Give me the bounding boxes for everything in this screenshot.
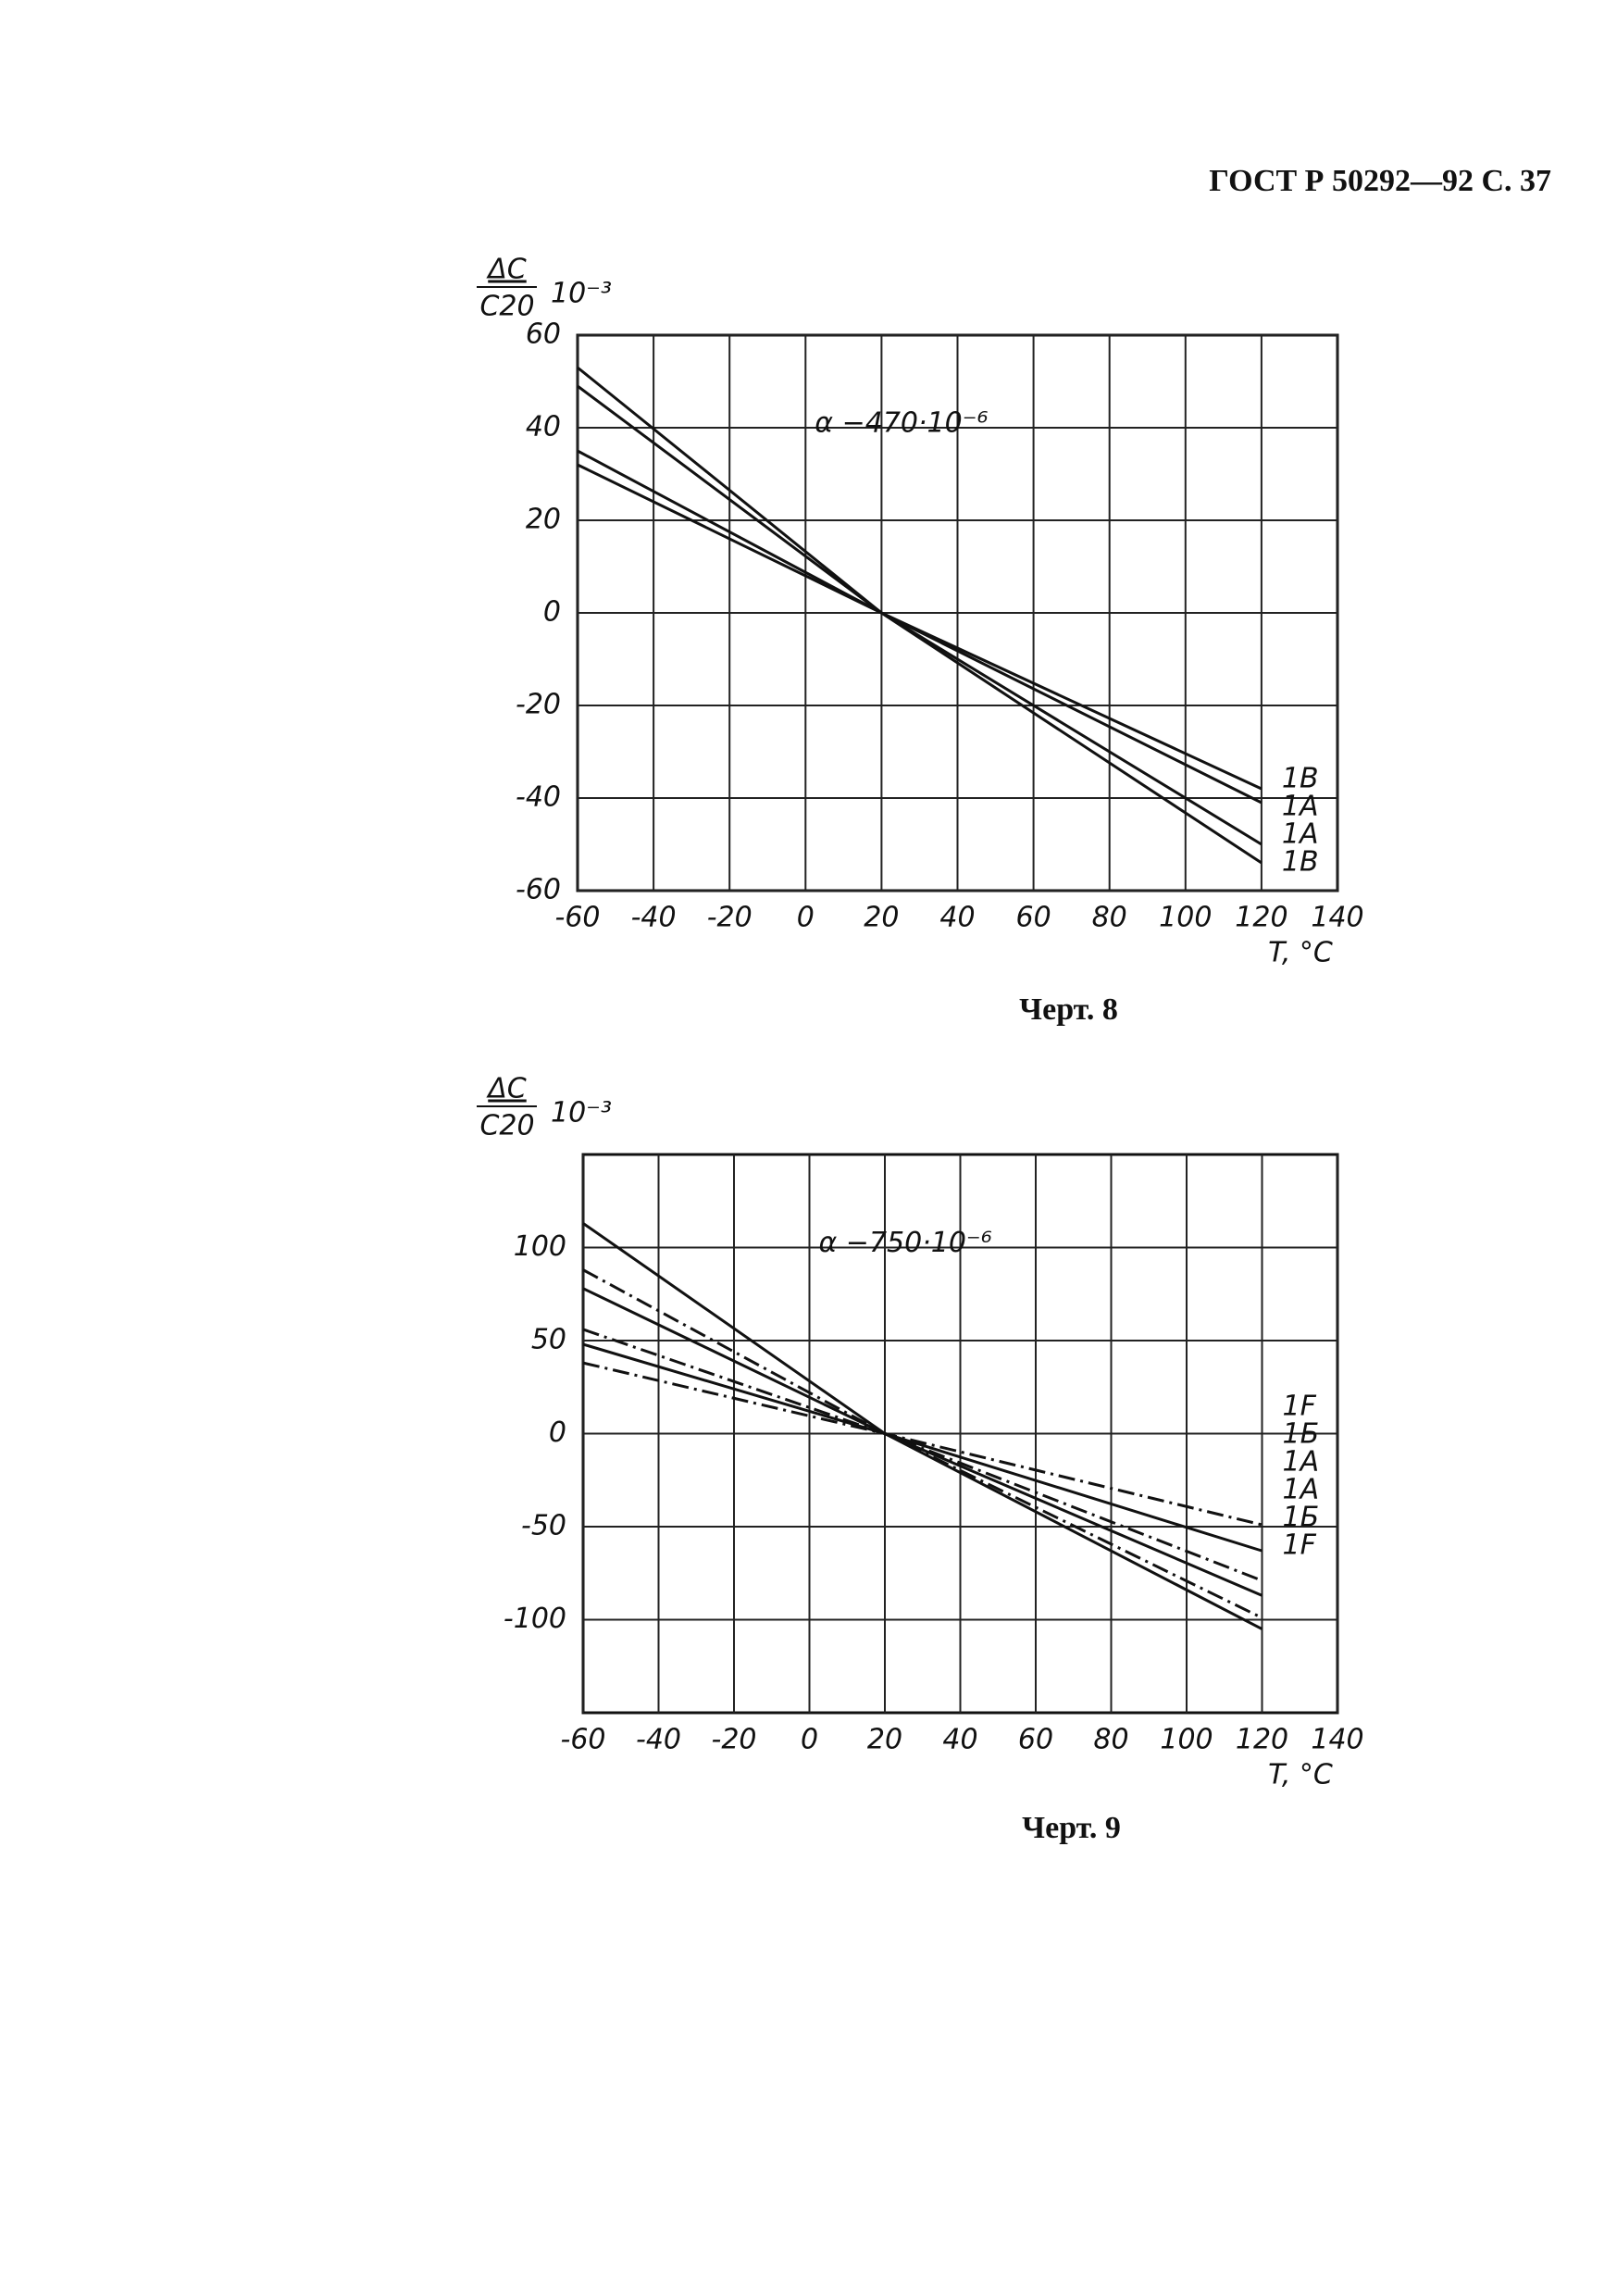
- y-tick-label: 20: [526, 504, 561, 536]
- page-header: ГОСТ Р 50292—92 С. 37: [1209, 164, 1551, 198]
- x-tick-label: -20: [707, 902, 753, 934]
- y-tick-label: -40: [516, 781, 561, 814]
- series-line: [582, 1328, 1263, 1582]
- series-label: 1A: [1282, 818, 1319, 851]
- series-line: [577, 384, 1263, 846]
- series-label: 1Б: [1283, 1502, 1320, 1534]
- series-line: [582, 1361, 1263, 1527]
- series-label: 1Б: [1283, 1418, 1320, 1451]
- y-tick-label: 60: [526, 318, 561, 351]
- caption: Черт. 8: [1019, 992, 1118, 1027]
- x-tick-label: 20: [867, 1724, 902, 1756]
- annotation: α −470·10⁻⁶: [815, 407, 988, 440]
- series-line: [577, 449, 1263, 791]
- x-tick-label: 0: [801, 1724, 818, 1756]
- y-label-top: ΔC: [486, 254, 527, 286]
- x-tick-label: -40: [631, 902, 677, 934]
- x-tick-label: 120: [1236, 1724, 1288, 1756]
- y-unit: 10⁻³: [551, 1097, 612, 1129]
- y-tick-label: -50: [521, 1510, 566, 1542]
- x-tick-label: 100: [1159, 902, 1212, 934]
- y-tick-label: -20: [516, 689, 561, 721]
- y-tick-label: 50: [531, 1324, 566, 1356]
- x-tick-label: -20: [712, 1724, 757, 1756]
- x-tick-label: 20: [864, 902, 899, 934]
- x-tick-label: -60: [561, 1724, 606, 1756]
- y-tick-label: 100: [514, 1230, 566, 1263]
- x-tick-label: 80: [1092, 902, 1127, 934]
- x-tick-label: 140: [1311, 1724, 1363, 1756]
- y-tick-label: 0: [543, 596, 561, 629]
- annotation: α −750·10⁻⁶: [819, 1227, 992, 1259]
- x-tick-label: 140: [1311, 902, 1363, 934]
- x-axis-label: T, °C: [1268, 937, 1333, 969]
- y-unit: 10⁻³: [551, 278, 612, 310]
- series-label: 1A: [1283, 1446, 1320, 1479]
- x-tick-label: 0: [797, 902, 815, 934]
- x-tick-label: 120: [1235, 902, 1287, 934]
- series-label: 1A: [1282, 791, 1319, 823]
- series-label: 1B: [1282, 763, 1319, 795]
- y-label-top: ΔC: [486, 1073, 527, 1105]
- series-label: 1A: [1283, 1474, 1320, 1506]
- y-tick-label: -100: [504, 1603, 566, 1635]
- x-tick-label: -40: [636, 1724, 681, 1756]
- x-tick-label: 40: [942, 1724, 977, 1756]
- series-label: 1F: [1283, 1529, 1317, 1562]
- x-tick-label: -60: [555, 902, 601, 934]
- x-tick-label: 60: [1018, 1724, 1053, 1756]
- x-axis-label: T, °C: [1268, 1759, 1333, 1791]
- x-tick-label: 40: [939, 902, 975, 934]
- x-tick-label: 80: [1093, 1724, 1128, 1756]
- x-tick-label: 100: [1160, 1724, 1213, 1756]
- x-tick-label: 60: [1016, 902, 1051, 934]
- y-tick-label: -60: [516, 874, 561, 906]
- y-label-bottom: C20: [479, 1110, 534, 1142]
- series-line: [582, 1222, 1263, 1630]
- y-tick-label: 0: [549, 1416, 566, 1449]
- series-label: 1F: [1283, 1391, 1317, 1423]
- series-label: 1B: [1282, 846, 1319, 879]
- series-line: [577, 366, 1263, 865]
- caption: Черт. 9: [1022, 1811, 1121, 1845]
- y-tick-label: 40: [526, 411, 561, 443]
- y-label-bottom: C20: [479, 291, 534, 323]
- series-line: [577, 463, 1263, 805]
